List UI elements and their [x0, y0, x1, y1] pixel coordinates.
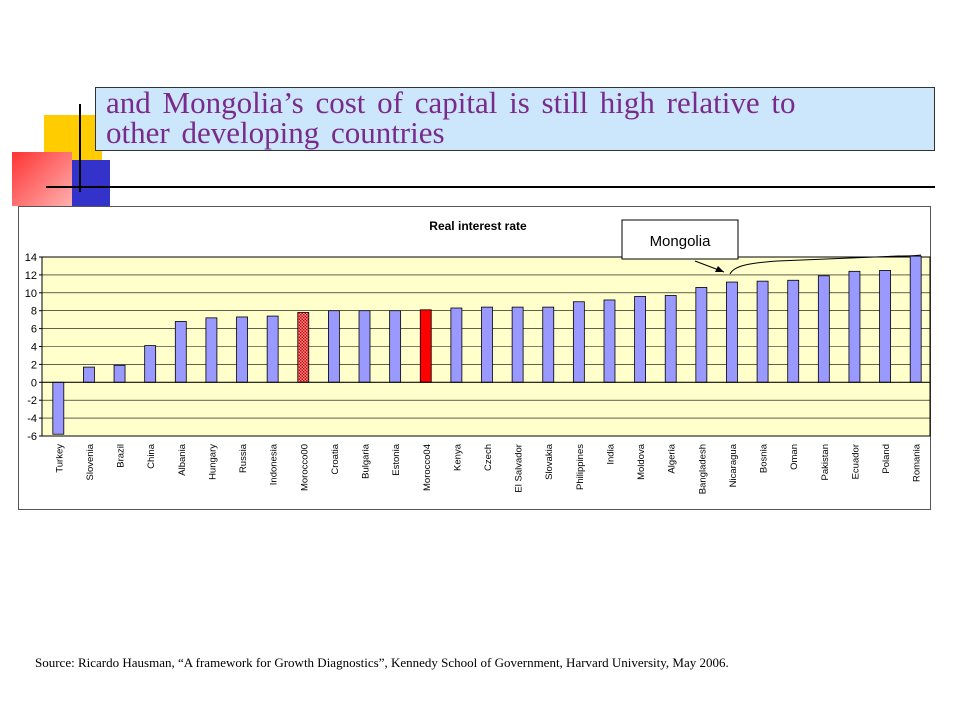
x-tick-label: Brazil	[116, 444, 127, 468]
bar-oman	[787, 279, 800, 383]
decor-horizontal-line	[46, 186, 935, 188]
bar-hungary	[205, 317, 218, 383]
x-tick-label: Bosnia	[759, 443, 770, 473]
bar-slovenia	[83, 366, 95, 383]
bar-indonesia	[266, 315, 279, 383]
decor-vertical-line	[79, 104, 81, 192]
x-tick-label: Romania	[912, 443, 923, 482]
bar-croatia	[327, 310, 340, 383]
chart-title: Real interest rate	[429, 219, 527, 233]
bar-bangladesh	[695, 287, 708, 383]
x-tick-label: Ecuador	[850, 444, 861, 479]
x-tick-label: Estonia	[391, 443, 402, 475]
x-tick-label: Poland	[881, 444, 892, 474]
source-note: Source: Ricardo Hausman, “A framework fo…	[35, 655, 729, 670]
bar-poland	[879, 270, 891, 383]
bar-india	[603, 299, 616, 383]
x-tick-label: Philippines	[575, 444, 586, 490]
x-tick-label: Moldova	[636, 443, 647, 480]
bar-morocco04	[419, 309, 432, 383]
x-tick-label: India	[605, 443, 616, 464]
bar-kenya	[450, 307, 463, 383]
x-tick-label: Turkey	[54, 444, 65, 473]
x-tick-label: Bangladesh	[697, 444, 708, 494]
bar-philippines	[572, 301, 585, 383]
bar-brazil	[113, 364, 126, 383]
x-tick-label: Nicaragua	[728, 443, 739, 487]
x-tick-label: Albania	[177, 443, 188, 475]
mongolia-arrowhead	[715, 266, 724, 272]
x-tick-label: Morocco00	[299, 444, 310, 491]
mongolia-callout-label: Mongolia	[650, 233, 712, 250]
y-tick-label: 2	[31, 359, 37, 371]
bar-el-salvador	[511, 306, 524, 383]
slide-title: and Mongolia’s cost of capital is still …	[95, 87, 935, 151]
bar-morocco00	[297, 312, 310, 383]
x-tick-label: Hungary	[207, 444, 218, 480]
y-tick-label: -2	[27, 395, 37, 407]
x-tick-label: Russia	[238, 443, 249, 473]
x-tick-label: Bulgaria	[361, 443, 372, 479]
x-tick-label: Algeria	[667, 443, 678, 473]
slide-title-line-2: other developing countries	[106, 115, 445, 150]
y-tick-label: -6	[27, 431, 37, 443]
mongolia-callout-box	[621, 219, 739, 260]
x-tick-label: El Salvador	[514, 444, 525, 493]
bar-turkey	[52, 381, 65, 435]
x-tick-label: Morocco04	[422, 444, 433, 491]
decor-red-square	[12, 152, 72, 206]
y-tick-label: 12	[25, 270, 37, 282]
bar-albania	[174, 321, 187, 383]
bar-slovakia	[542, 306, 555, 383]
x-tick-label: Pakistan	[820, 444, 831, 480]
bar-bosnia	[756, 280, 769, 383]
bar-estonia	[389, 310, 402, 383]
bar-nicaragua	[726, 281, 738, 383]
y-tick-label: 8	[31, 306, 37, 318]
mongolia-brace	[729, 254, 922, 275]
y-tick-label: 14	[25, 252, 37, 264]
real-interest-rate-chart: Real interest rate 14 12 10 8 6 4 2 0 -2 -4 -6 Tur…	[25, 219, 931, 494]
y-tick-label: 0	[31, 377, 37, 389]
x-tick-label: Slovakia	[544, 443, 555, 480]
bar-czech	[481, 306, 493, 383]
bar-romania	[909, 255, 922, 383]
y-tick-label: 4	[31, 342, 37, 354]
bar-pakistan	[817, 275, 830, 383]
y-tick-label: 10	[25, 288, 37, 300]
bar-china	[144, 345, 157, 383]
y-tick-label: -4	[27, 413, 37, 425]
x-tick-label: China	[146, 443, 157, 469]
x-tick-label: Czech	[483, 444, 494, 471]
x-tick-label: Indonesia	[269, 443, 280, 485]
x-tick-label: Slovenia	[85, 443, 96, 480]
bar-bulgaria	[358, 310, 371, 383]
x-tick-label: Oman	[789, 444, 800, 470]
y-tick-label: 6	[31, 324, 37, 336]
x-tick-label: Croatia	[330, 443, 341, 474]
slide-title-line-1: and Mongolia’s cost of capital is still …	[106, 85, 796, 120]
bar-russia	[236, 316, 248, 383]
bar-moldova	[634, 295, 647, 383]
x-tick-label: Kenya	[452, 443, 463, 471]
bar-ecuador	[848, 270, 861, 383]
bar-algeria	[664, 295, 677, 383]
